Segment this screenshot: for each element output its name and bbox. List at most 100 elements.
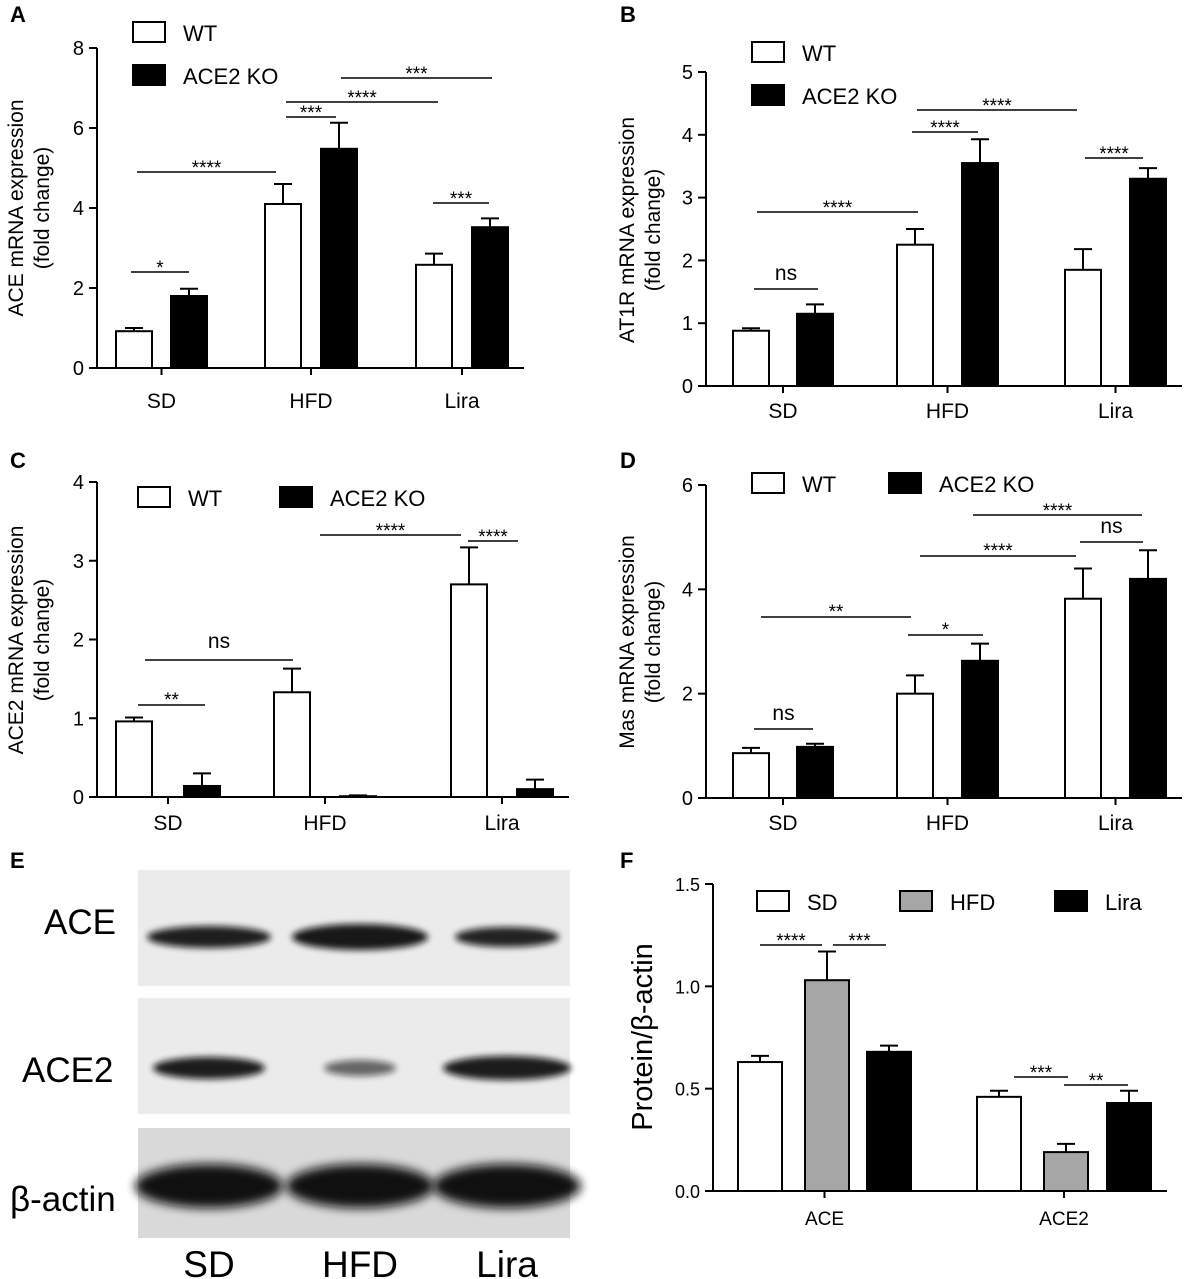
x-tick-label-c: HFD [303, 812, 346, 835]
bar-b [796, 312, 834, 387]
panel-letter-a: A [10, 2, 26, 27]
bar-c [450, 583, 488, 798]
bar-b [1129, 177, 1167, 387]
legend-swatch-f [899, 890, 933, 912]
legend-c: WT ACE2 KO [137, 486, 425, 511]
bar-d [796, 745, 834, 799]
significance-label-a: **** [347, 88, 377, 109]
significance-label-c: **** [478, 527, 508, 548]
legend-b: WT ACE2 KO [751, 41, 897, 109]
legend-swatch-d [751, 472, 785, 494]
y-axis-label-b-line1: AT1R mRNA expression [616, 117, 639, 343]
significance-label-d: ns [1100, 515, 1122, 538]
panel-letter-f: F [620, 848, 633, 873]
blot-bands [135, 924, 581, 1208]
panel-letter-e: E [10, 848, 25, 873]
western-blot-panel-e: ACE ACE2 β-actin SD HFD Lira [10, 870, 581, 1279]
bar-d [732, 752, 770, 799]
significance-label-a: **** [192, 158, 222, 179]
legend-label-a: WT [183, 21, 217, 46]
y-tick-label-a: 8 [73, 38, 84, 60]
legend-label-a: ACE2 KO [183, 64, 278, 89]
y-tick-label-d: 4 [682, 579, 693, 601]
significance-label-a: *** [300, 103, 323, 124]
bar-f [976, 1095, 1022, 1193]
blot-row-label-ace: ACE [44, 903, 116, 942]
legend-d: WT ACE2 KO [751, 472, 1034, 497]
bar-d [896, 692, 934, 800]
y-axis-label-a-line1: ACE mRNA expression [5, 99, 28, 316]
bar-b [896, 243, 934, 387]
blot-band-ace2 [324, 1060, 396, 1076]
y-tick-label-c: 0 [73, 787, 84, 809]
y-tick-label-b: 0 [682, 376, 693, 398]
significance-label-a: *** [450, 189, 473, 210]
significance-label-c: ns [208, 630, 230, 653]
significance-label-f: *** [848, 931, 871, 952]
x-tick-label-a: Lira [444, 390, 479, 413]
y-axis-label-d-line2: (fold change) [642, 581, 665, 704]
y-tick-label-a: 0 [73, 358, 84, 380]
legend-swatch-d [888, 472, 922, 494]
blot-row-label-ace2: ACE2 [22, 1051, 113, 1090]
bar-c [339, 795, 377, 799]
bar-f [737, 1061, 783, 1193]
bar-a [320, 147, 358, 369]
y-axis-label-f: Protein/β-actin [627, 943, 659, 1131]
legend-swatch-a [132, 21, 166, 43]
bar-c [516, 788, 554, 798]
legend-label-b: ACE2 KO [802, 84, 897, 109]
x-tick-label-b: HFD [926, 400, 969, 423]
significance-label-b: **** [1099, 144, 1129, 165]
blot-band-ace [455, 927, 559, 947]
blot-lane-label-lira: Lira [476, 1244, 538, 1279]
legend-swatch-a [132, 64, 166, 86]
y-tick-label-c: 3 [73, 551, 84, 573]
bar-b [732, 329, 770, 387]
y-axis-label-d-line1: Mas mRNA expression [616, 535, 639, 749]
bar-a [471, 226, 509, 369]
legend-label-f: SD [807, 890, 838, 915]
bar-d [1129, 577, 1167, 800]
legend-f: SD HFD Lira [756, 890, 1142, 915]
legend-swatch-f [756, 890, 790, 912]
y-axis-label-c-line1: ACE2 mRNA expression [5, 526, 28, 755]
legend-label-c: WT [188, 486, 222, 511]
blot-band-ace2 [443, 1056, 571, 1080]
chart-panel-b: 0 1 2 3 4 5 SD HFD Lira ns **** **** **** **** WT ACE2… [616, 41, 1182, 423]
blot-strip-ace2 [138, 998, 570, 1114]
bar-f [1106, 1101, 1152, 1192]
y-axis-label-b-line2: (fold change) [642, 169, 665, 292]
significance-label-f: **** [776, 931, 806, 952]
plot-area-c: 0 1 2 3 4 SD HFD Lira ** ns **** **** [73, 472, 569, 835]
bar-a [415, 263, 453, 369]
significance-label-d: **** [1043, 501, 1073, 522]
panel-letter-b: B [620, 2, 636, 27]
blot-band-beta-actin [433, 1164, 581, 1208]
legend-label-b: WT [802, 41, 836, 66]
blot-lane-label-sd: SD [183, 1244, 234, 1279]
y-tick-label-a: 2 [73, 278, 84, 300]
significance-label-c: ** [164, 690, 179, 711]
legend-label-c: ACE2 KO [330, 486, 425, 511]
legend-label-d: ACE2 KO [939, 472, 1034, 497]
significance-label-d: ns [772, 702, 794, 725]
bar-f [866, 1050, 912, 1192]
bar-b [1064, 268, 1102, 388]
significance-label-d: ** [829, 602, 844, 623]
y-tick-label-d: 2 [682, 684, 693, 706]
y-tick-label-b: 2 [682, 250, 693, 272]
plot-area-b: 0 1 2 3 4 5 SD HFD Lira ns **** **** **** **** [682, 62, 1182, 423]
x-tick-label-d: HFD [926, 812, 969, 835]
x-tick-label-f: ACE2 [1039, 1209, 1089, 1230]
significance-label-d: * [942, 620, 950, 641]
legend-swatch-b [751, 84, 785, 106]
y-axis-label-a-line2: (fold change) [31, 147, 54, 270]
legend-label-f: HFD [950, 890, 995, 915]
x-tick-label-d: Lira [1098, 812, 1133, 835]
y-tick-label-d: 6 [682, 475, 693, 497]
